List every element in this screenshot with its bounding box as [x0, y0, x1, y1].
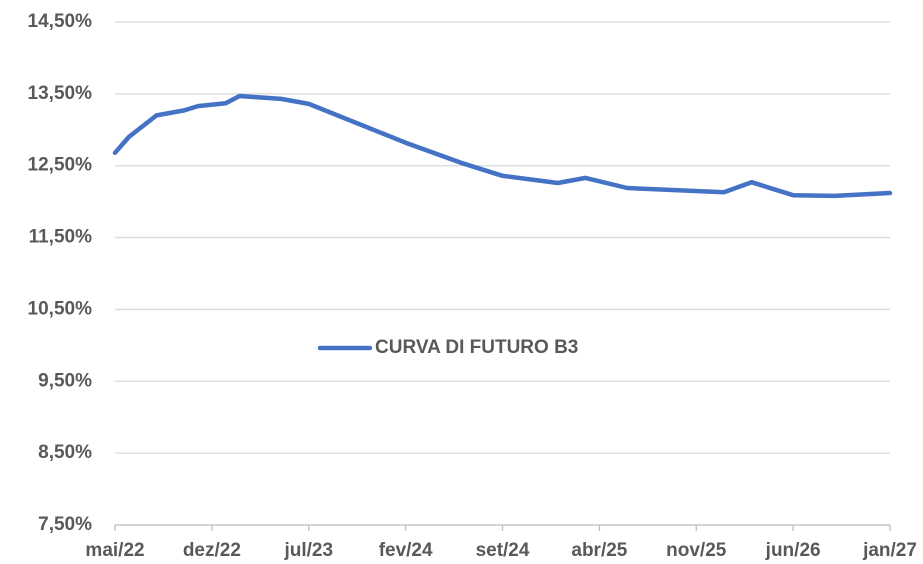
- y-tick-label: 7,50%: [38, 514, 92, 535]
- y-tick-label: 14,50%: [28, 11, 93, 32]
- y-tick-label: 10,50%: [28, 298, 93, 319]
- x-tick-label: set/24: [476, 540, 530, 561]
- x-tick-label: dez/22: [183, 540, 241, 561]
- x-tick-label: jan/27: [862, 540, 917, 561]
- data-line: [112, 93, 893, 199]
- x-tick-label: jul/23: [283, 540, 333, 561]
- y-tick-label: 9,50%: [38, 370, 92, 391]
- x-tick-label: fev/24: [379, 540, 433, 561]
- x-tick-label: jun/26: [765, 540, 821, 561]
- x-tick-label: mai/22: [85, 540, 144, 561]
- x-tick-label: abr/25: [571, 540, 627, 561]
- x-tick-label: nov/25: [666, 540, 727, 561]
- y-tick-label: 11,50%: [29, 227, 92, 248]
- y-tick-label: 8,50%: [38, 442, 92, 463]
- y-tick-label: 12,50%: [28, 155, 93, 176]
- legend-label: CURVA DI FUTURO B3: [375, 337, 578, 358]
- y-tick-label: 13,50%: [28, 83, 93, 104]
